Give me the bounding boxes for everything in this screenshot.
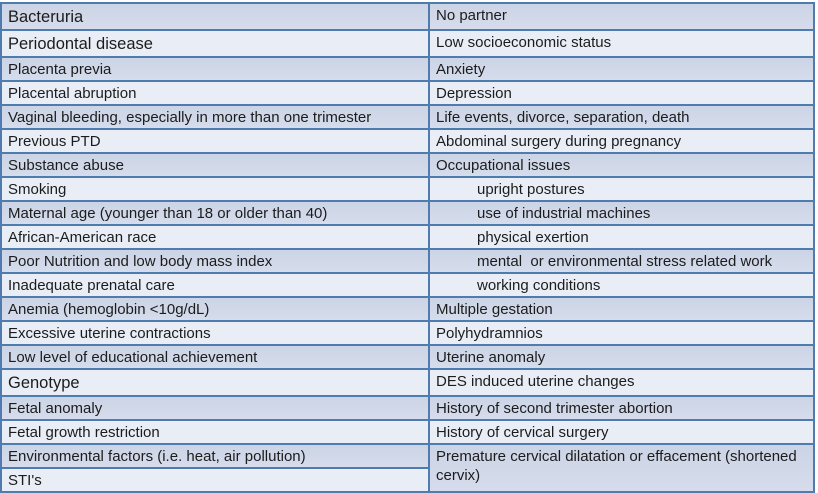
table-row: Bacteruria No partner	[0, 2, 815, 31]
table-row: Substance abuse Occupational issues	[0, 152, 815, 178]
risk-factor-cell: Uterine anomaly	[428, 344, 815, 370]
risk-factor-cell: Anemia (hemoglobin <10g/dL)	[0, 296, 430, 322]
table-row: Excessive uterine contractions Polyhydram…	[0, 320, 815, 346]
table-row: Fetal growth restriction History of cervi…	[0, 419, 815, 445]
risk-factor-cell: DES induced uterine changes	[428, 368, 815, 397]
table-row: Anemia (hemoglobin <10g/dL) Multiple gest…	[0, 296, 815, 322]
table-row: Periodontal disease Low socioeconomic sta…	[0, 29, 815, 58]
risk-factor-cell: Inadequate prenatal care	[0, 272, 430, 298]
risk-factor-cell: Low socioeconomic status	[428, 29, 815, 58]
risk-factor-cell: African-American race	[0, 224, 430, 250]
risk-factor-cell: physical exertion	[428, 224, 815, 250]
table-row: Smoking upright postures	[0, 176, 815, 202]
risk-factor-cell: Anxiety	[428, 56, 815, 82]
risk-factor-cell: Previous PTD	[0, 128, 430, 154]
table-row: Environmental factors (i.e. heat, air po…	[0, 443, 815, 493]
risk-factor-cell: Maternal age (younger than 18 or older t…	[0, 200, 430, 226]
risk-factor-cell: Poor Nutrition and low body mass index	[0, 248, 430, 274]
risk-factor-cell: working conditions	[428, 272, 815, 298]
table-row: Fetal anomaly History of second trimester…	[0, 395, 815, 421]
risk-factor-cell: upright postures	[428, 176, 815, 202]
risk-factor-cell: Polyhydramnios	[428, 320, 815, 346]
table-row: Inadequate prenatal care working conditio…	[0, 272, 815, 298]
risk-factor-cell: Low level of educational achievement	[0, 344, 430, 370]
risk-factor-cell: STI's	[0, 467, 430, 493]
risk-factor-cell: Fetal anomaly	[0, 395, 430, 421]
risk-factor-cell: Substance abuse	[0, 152, 430, 178]
risk-factor-cell: History of second trimester abortion	[428, 395, 815, 421]
risk-factor-cell: Depression	[428, 80, 815, 106]
risk-factor-cell: History of cervical surgery	[428, 419, 815, 445]
table-row: Genotype DES induced uterine changes	[0, 368, 815, 397]
table-row: Maternal age (younger than 18 or older t…	[0, 200, 815, 226]
table-row: Poor Nutrition and low body mass index me…	[0, 248, 815, 274]
table-row: Vaginal bleeding, especially in more tha…	[0, 104, 815, 130]
risk-factor-cell: Multiple gestation	[428, 296, 815, 322]
risk-factor-cell: Placenta previa	[0, 56, 430, 82]
risk-factor-cell: Bacteruria	[0, 2, 430, 31]
risk-factor-cell: Periodontal disease	[0, 29, 430, 58]
risk-factor-cell: use of industrial machines	[428, 200, 815, 226]
risk-factor-cell: mental or environmental stress related w…	[428, 248, 815, 274]
risk-factor-cell: Vaginal bleeding, especially in more tha…	[0, 104, 430, 130]
risk-factor-cell: Smoking	[0, 176, 430, 202]
table-row: Placental abruption Depression	[0, 80, 815, 106]
risk-factor-cell: Excessive uterine contractions	[0, 320, 430, 346]
risk-factor-cell: Occupational issues	[428, 152, 815, 178]
risk-factor-cell: Fetal growth restriction	[0, 419, 430, 445]
table-row: Previous PTD Abdominal surgery during pre…	[0, 128, 815, 154]
risk-factor-cell: Genotype	[0, 368, 430, 397]
risk-factor-cell: Environmental factors (i.e. heat, air po…	[0, 443, 430, 469]
table-row: Placenta previa Anxiety	[0, 56, 815, 82]
risk-factor-cell: Premature cervical dilatation or effacem…	[428, 443, 815, 493]
table-row: Low level of educational achievement Uter…	[0, 344, 815, 370]
table-row: African-American race physical exertion	[0, 224, 815, 250]
risk-factor-cell: Life events, divorce, separation, death	[428, 104, 815, 130]
risk-factor-cell: No partner	[428, 2, 815, 31]
risk-factor-cell: Placental abruption	[0, 80, 430, 106]
risk-factor-cell: Abdominal surgery during pregnancy	[428, 128, 815, 154]
